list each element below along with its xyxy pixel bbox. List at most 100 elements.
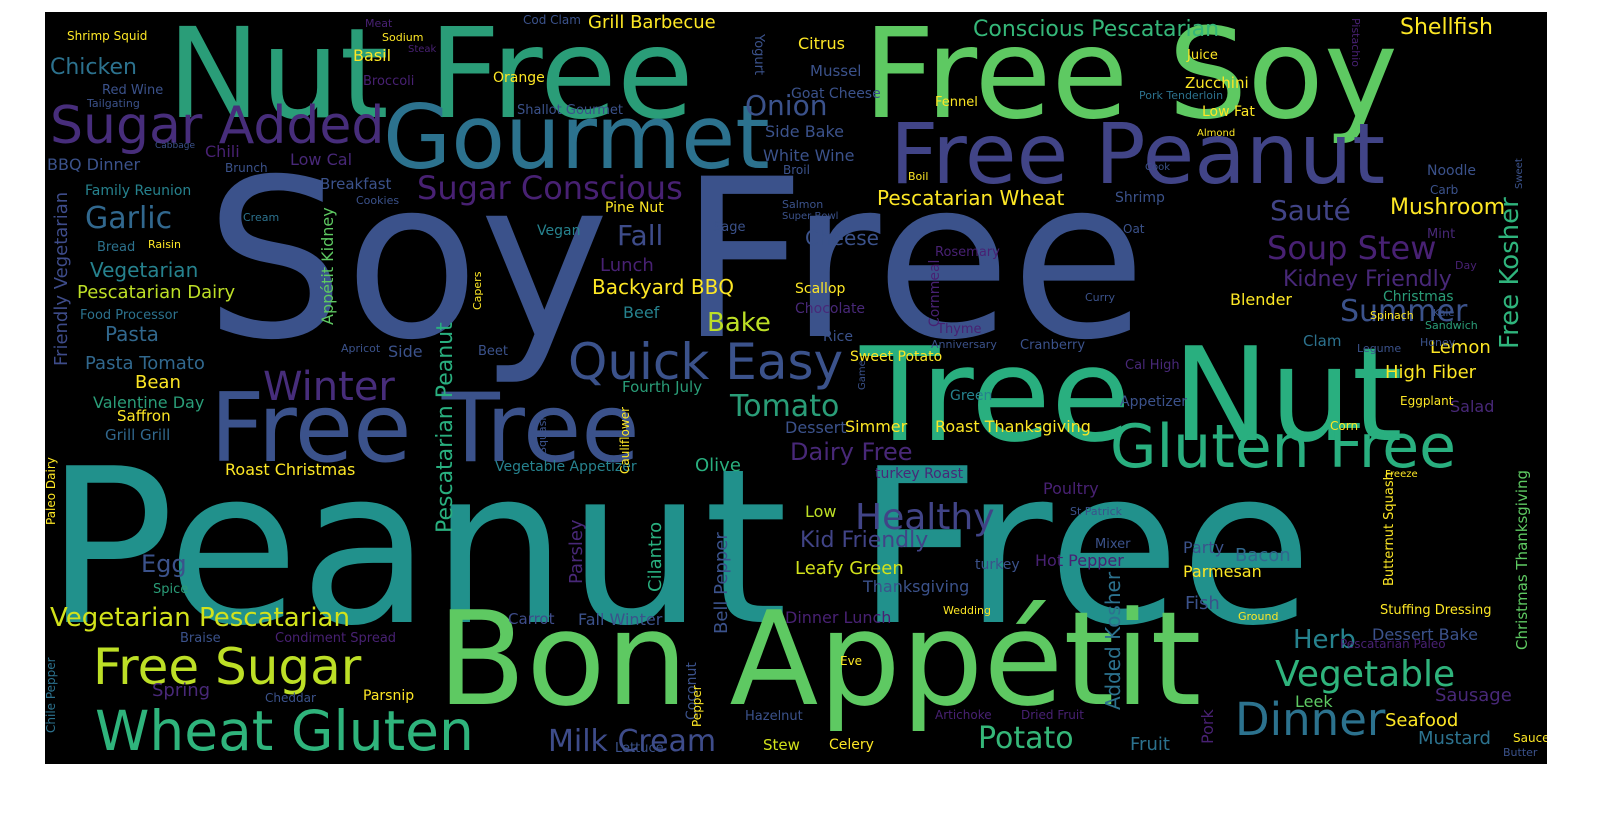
word-roast-thanksgiving: Roast Thanksgiving	[935, 417, 1091, 436]
word-family-reunion: Family Reunion	[85, 183, 192, 199]
word-braise: Braise	[180, 631, 221, 646]
word-celery: Celery	[829, 737, 874, 753]
word-egg: Egg	[141, 550, 187, 578]
word-sodium: Sodium	[382, 31, 424, 44]
word-dessert-bake: Dessert Bake	[1372, 625, 1478, 644]
word-saut-: Sauté	[1270, 194, 1351, 227]
word-honey: Honey	[1420, 336, 1456, 349]
word-nut-free: Nut Free	[167, 12, 694, 147]
word-bell-pepper: Bell Pepper	[711, 532, 732, 634]
word-cheddar: Cheddar	[265, 691, 316, 705]
word-cheese: Cheese	[805, 226, 879, 250]
word-butter: Butter	[1503, 746, 1538, 759]
word-free-peanut: Free Peanut	[890, 105, 1386, 203]
word-corn: Corn	[1330, 419, 1359, 433]
word-dinner: Dinner	[1235, 693, 1386, 746]
word-christmas-thanksgiving: Christmas Thanksgiving	[1513, 469, 1531, 650]
word-basil: Basil	[353, 46, 392, 65]
word-bon-app-tit: Bon Appétit	[437, 583, 1202, 735]
word-ground: Ground	[1238, 610, 1279, 623]
word-pork-tenderloin: Pork Tenderloin	[1139, 89, 1224, 102]
word-meat: Meat	[365, 17, 393, 30]
word-kid-friendly: Kid Friendly	[800, 528, 929, 553]
word-high-fiber: High Fiber	[1385, 362, 1477, 383]
word-leafy-green: Leafy Green	[795, 558, 904, 579]
word-parsnip: Parsnip	[363, 688, 415, 704]
word-poultry: Poultry	[1043, 479, 1099, 498]
word-vegetable: Vegetable	[1275, 654, 1456, 695]
word-free-sugar: Free Sugar	[93, 638, 362, 696]
word-gourmet: Gourmet	[383, 86, 770, 189]
word-bacon: Bacon	[1235, 545, 1291, 566]
word-hazelnut: Hazelnut	[745, 709, 803, 724]
word-eve: Eve	[840, 654, 863, 668]
word-party: Party	[1183, 538, 1225, 557]
word-day: Day	[1455, 259, 1477, 272]
word-soup-stew: Soup Stew	[1267, 229, 1437, 267]
word-pescatarian-peanut: Pescatarian Peanut	[433, 322, 458, 533]
word-stew: Stew	[763, 736, 800, 754]
word-gluten-free: Gluten Free	[1110, 412, 1457, 482]
word-cilantro: Cilantro	[645, 521, 666, 592]
word-mushroom: Mushroom	[1390, 195, 1506, 220]
word-red-wine: Red Wine	[102, 83, 164, 98]
word-turkey: turkey	[975, 557, 1020, 573]
word-vegetarian: Vegetarian	[90, 258, 199, 282]
word-seafood: Seafood	[1385, 710, 1459, 731]
word-food-processor: Food Processor	[80, 308, 178, 323]
word-soy-free: Soy Free	[205, 132, 1147, 388]
word-paleo-dairy: Paleo Dairy	[45, 457, 58, 525]
word-raisin: Raisin	[148, 238, 181, 251]
word-capers: Capers	[471, 271, 484, 310]
word-low-fat: Low Fat	[1202, 104, 1255, 120]
word-legume: Legume	[1357, 342, 1402, 355]
word-christmas: Christmas	[1383, 289, 1454, 305]
word-boil: Boil	[908, 170, 929, 183]
word-thyme: Thyme	[937, 322, 982, 337]
word-quick-easy: Quick Easy	[568, 333, 844, 391]
word-carb: Carb	[1430, 183, 1459, 197]
word-juice: Juice	[1187, 48, 1218, 63]
word-parmesan: Parmesan	[1183, 562, 1262, 581]
word-tree-nut: Tree Nut	[860, 319, 1403, 471]
word-added-kosher: Added Kosher	[1101, 571, 1125, 710]
word-bake: Bake	[707, 308, 771, 338]
word-healthy: Healthy	[855, 497, 995, 538]
word-cornmeal: Cornmeal	[927, 259, 943, 327]
word-beet: Beet	[478, 344, 509, 359]
word-leek: Leek	[1295, 692, 1333, 711]
word-broil: Broil	[783, 163, 810, 177]
word-kidney-friendly: Kidney Friendly	[1283, 267, 1452, 292]
word-bbq-dinner: BBQ Dinner	[47, 155, 141, 174]
word-goat-cheese: Goat Cheese	[791, 86, 881, 102]
word-vegan: Vegan	[537, 223, 581, 239]
word-pescatarian-dairy: Pescatarian Dairy	[77, 282, 236, 303]
word-friendly-vegetarian: Friendly Vegetarian	[51, 191, 72, 366]
word-low-cal: Low Cal	[290, 150, 353, 169]
word-pasta-tomato: Pasta Tomato	[85, 353, 205, 374]
word-carrot: Carrot	[508, 610, 555, 628]
word-turkey-roast: turkey Roast	[875, 466, 964, 482]
word-sage: Sage	[713, 220, 746, 235]
word-spring: Spring	[152, 680, 211, 701]
word-vegetarian-pescatarian: Vegetarian Pescatarian	[50, 603, 350, 633]
word-cranberry: Cranberry	[1020, 338, 1086, 353]
word-spinach: Spinach	[1370, 309, 1414, 322]
word-oat: Oat	[1123, 222, 1145, 236]
word-super-bowl: Super Bowl	[782, 211, 839, 222]
word-mint: Mint	[1427, 227, 1456, 242]
word-pescatarian-paleo: Pescatarian Paleo	[1340, 637, 1446, 651]
word-blender: Blender	[1230, 290, 1292, 309]
word-shellfish: Shellfish	[1400, 15, 1493, 40]
word-artichoke: Artichoke	[935, 708, 992, 722]
word-garlic: Garlic	[85, 201, 173, 236]
word-peanut-free: Peanut Free	[45, 422, 1313, 673]
word-broccoli: Broccoli	[363, 74, 415, 89]
word-lemon: Lemon	[1430, 337, 1491, 358]
word-cal-high: Cal High	[1125, 358, 1180, 373]
word-fruit: Fruit	[1130, 734, 1170, 755]
word-simmer: Simmer	[845, 417, 908, 436]
word-shrimp-squid: Shrimp Squid	[67, 29, 148, 43]
word-dried-fruit: Dried Fruit	[1021, 708, 1084, 722]
word-winter: Winter	[263, 364, 395, 410]
